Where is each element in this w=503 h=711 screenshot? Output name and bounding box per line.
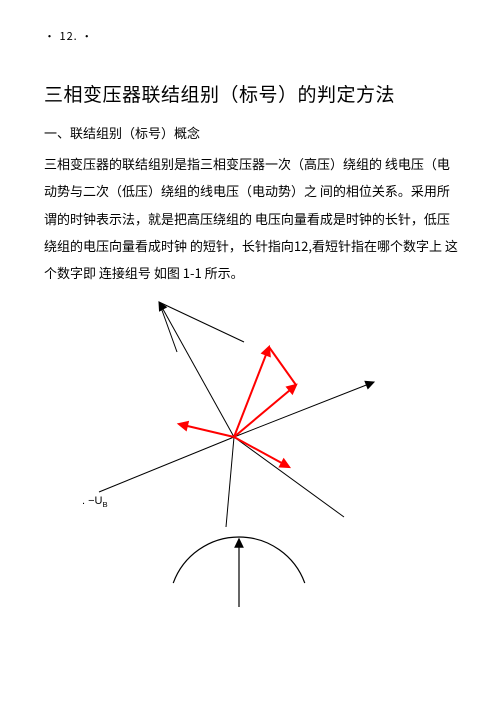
doc-title: 三相变压器联结组别（标号）的判定方法 bbox=[44, 80, 459, 107]
page-number: • 12. • bbox=[44, 28, 459, 44]
svg-text:. −UB: . −UB bbox=[82, 495, 108, 509]
section-heading: 一、联结组别（标号）概念 bbox=[44, 123, 459, 142]
vector-diagram-svg: . −UB bbox=[64, 292, 424, 612]
vector-diagram: . −UB bbox=[64, 292, 459, 617]
body-paragraph: 三相变压器的联结组别是指三相变压器一次（高压）绕组的 线电压（电动势与二次（低压… bbox=[44, 150, 459, 286]
page: • 12. • 三相变压器联结组别（标号）的判定方法 一、联结组别（标号）概念 … bbox=[0, 0, 503, 617]
